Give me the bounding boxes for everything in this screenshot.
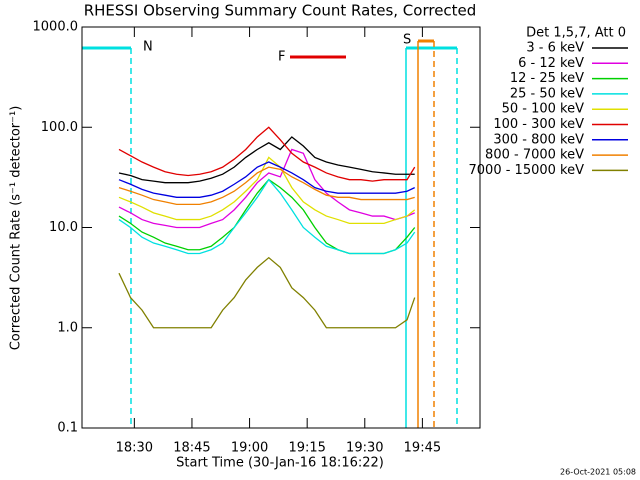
series-line: [118, 148, 415, 229]
x-tick-label: 19:15: [288, 441, 325, 456]
legend-label: 7000 - 15000 keV: [469, 163, 585, 178]
legend-label: 12 - 25 keV: [510, 71, 584, 86]
x-tick-label: 19:30: [346, 441, 383, 456]
legend-label: 50 - 100 keV: [502, 102, 585, 117]
markers: [82, 39, 458, 428]
annotation: N: [143, 40, 153, 55]
y-tick-label: 0.1: [57, 421, 78, 436]
legend-label: 6 - 12 keV: [518, 56, 584, 71]
series-line: [118, 126, 416, 182]
legend-label: 800 - 7000 keV: [485, 148, 584, 163]
footer: 26-Oct-2021 05:08: [560, 468, 636, 477]
y-tick-label: 1000.0: [33, 20, 79, 35]
y-tick-label: 100.0: [41, 120, 78, 135]
x-tick-label: 18:45: [173, 441, 210, 456]
x-tick-label: 19:00: [231, 441, 268, 456]
x-axis-label: Start Time (30-Jan-16 18:16:22): [176, 456, 384, 471]
legend-label: 300 - 800 keV: [493, 132, 584, 147]
series-line: [118, 178, 416, 255]
y-tick-label: 10.0: [49, 220, 78, 235]
series-line: [118, 161, 415, 198]
legend-label: 100 - 300 keV: [493, 117, 584, 132]
series-line: [118, 166, 415, 206]
y-axis-label: Corrected Count Rate (s⁻¹ detector⁻¹): [9, 106, 24, 351]
legend-label: 3 - 6 keV: [526, 41, 584, 56]
y-tick-label: 1.0: [57, 320, 78, 335]
x-tick-label: 18:30: [116, 441, 153, 456]
annotation: S: [403, 33, 411, 48]
annotation: F: [278, 50, 285, 65]
x-tick-label: 19:45: [404, 441, 441, 456]
legend-title: Det 1,5,7, Att 0: [526, 26, 626, 41]
legend-label: 25 - 50 keV: [510, 86, 584, 101]
series-line: [118, 156, 416, 225]
chart-title: RHESSI Observing Summary Count Rates, Co…: [84, 2, 477, 20]
series-line: [118, 136, 415, 184]
series-line: [118, 256, 416, 329]
